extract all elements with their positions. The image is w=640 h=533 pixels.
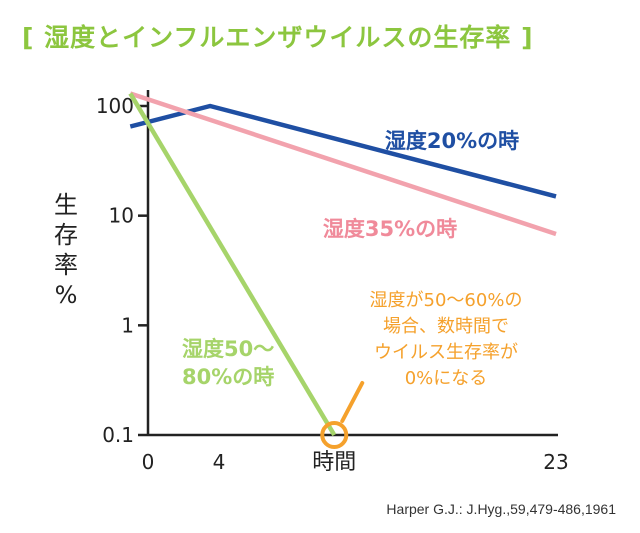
annotation-text: ウイルス生存率が [374,342,518,363]
series-label: 80%の時 [182,365,274,389]
y-axis-label: 生 存 率 % [48,190,84,310]
x-tick-label: 0 [142,450,155,474]
annotation-pointer [340,381,365,423]
x-tick-label: 4 [213,450,226,474]
annotation-text: 場合、数時間で [383,316,509,337]
annotation-text: 0%になる [405,368,488,389]
y-tick-label: 1 [121,313,134,337]
y-axis-label-char: 存 [54,221,78,249]
x-axis-label: 時間 [312,450,356,475]
x-tick-label: 23 [543,450,568,474]
source-citation: Harper G.J.: J.Hyg.,59,479-486,1961 [386,501,616,517]
y-tick-label: 10 [109,204,134,228]
series-line [129,91,557,237]
series-label: 湿度20%の時 [385,129,519,153]
series-line [129,103,557,199]
chart-title: [ 湿度とインフルエンザウイルスの生存率 ] [22,23,534,52]
series-label: 湿度35%の時 [323,217,457,241]
y-tick-label: 0.1 [102,423,134,447]
y-axis-label-char: 生 [54,191,78,219]
y-tick-label: 100 [96,94,134,118]
annotation-text: 湿度が50〜60%の [370,290,523,311]
y-axis-label-char: % [54,281,78,309]
highlight-circle [320,421,349,449]
y-axis-label-char: 率 [54,251,78,279]
series-label: 湿度50〜 [182,337,274,361]
series-line [128,92,337,437]
